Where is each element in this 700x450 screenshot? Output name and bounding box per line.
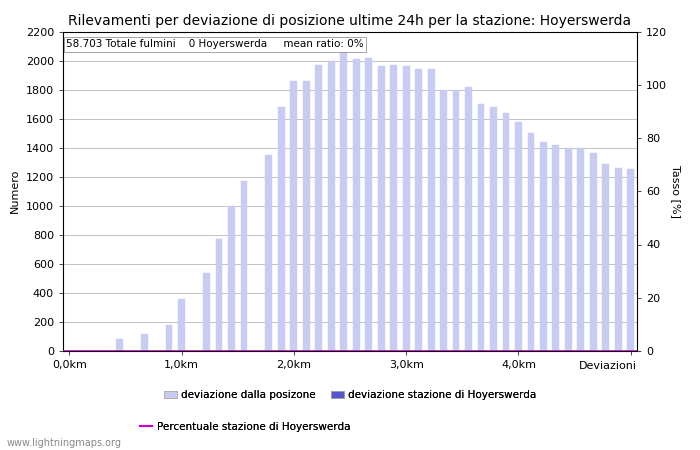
Text: www.lightningmaps.org: www.lightningmaps.org <box>7 438 122 448</box>
Y-axis label: Tasso [%]: Tasso [%] <box>671 165 681 218</box>
Bar <box>141 333 148 351</box>
Bar <box>265 155 272 351</box>
Bar <box>603 164 609 351</box>
Bar <box>615 168 622 351</box>
Bar <box>490 107 497 351</box>
Bar <box>627 170 634 351</box>
Bar <box>578 148 584 351</box>
Bar <box>528 133 534 351</box>
Bar <box>178 299 185 351</box>
Bar <box>515 122 522 351</box>
Bar <box>303 81 310 351</box>
Bar <box>340 52 347 351</box>
Bar <box>390 65 397 351</box>
Bar <box>453 90 459 351</box>
Bar <box>203 273 210 351</box>
Bar <box>590 153 597 351</box>
Bar <box>477 104 484 351</box>
Y-axis label: Numero: Numero <box>10 169 20 213</box>
Text: 58.703 Totale fulmini    0 Hoyerswerda     mean ratio: 0%: 58.703 Totale fulmini 0 Hoyerswerda mean… <box>66 40 363 50</box>
Bar <box>290 81 298 351</box>
Bar <box>465 87 472 351</box>
Bar <box>166 325 172 351</box>
Bar <box>116 339 122 351</box>
Bar <box>278 107 285 351</box>
Bar <box>365 58 372 351</box>
Bar <box>353 59 360 351</box>
Bar <box>428 69 435 351</box>
Bar <box>378 66 384 351</box>
Bar <box>540 142 547 351</box>
Title: Rilevamenti per deviazione di posizione ultime 24h per la stazione: Hoyerswerda: Rilevamenti per deviazione di posizione … <box>69 14 631 27</box>
Legend: deviazione dalla posizone, deviazione stazione di Hoyerswerda: deviazione dalla posizone, deviazione st… <box>160 386 540 404</box>
Legend: Percentuale stazione di Hoyerswerda: Percentuale stazione di Hoyerswerda <box>136 418 354 436</box>
Bar <box>241 181 247 351</box>
Bar <box>328 61 335 351</box>
Bar <box>415 69 422 351</box>
Bar <box>216 239 223 351</box>
Bar <box>552 145 559 351</box>
Bar <box>440 90 447 351</box>
Bar <box>228 206 235 351</box>
Bar <box>503 113 510 351</box>
Bar <box>565 148 572 351</box>
Text: Deviazioni: Deviazioni <box>579 361 637 371</box>
Bar <box>402 66 409 351</box>
Bar <box>316 65 322 351</box>
